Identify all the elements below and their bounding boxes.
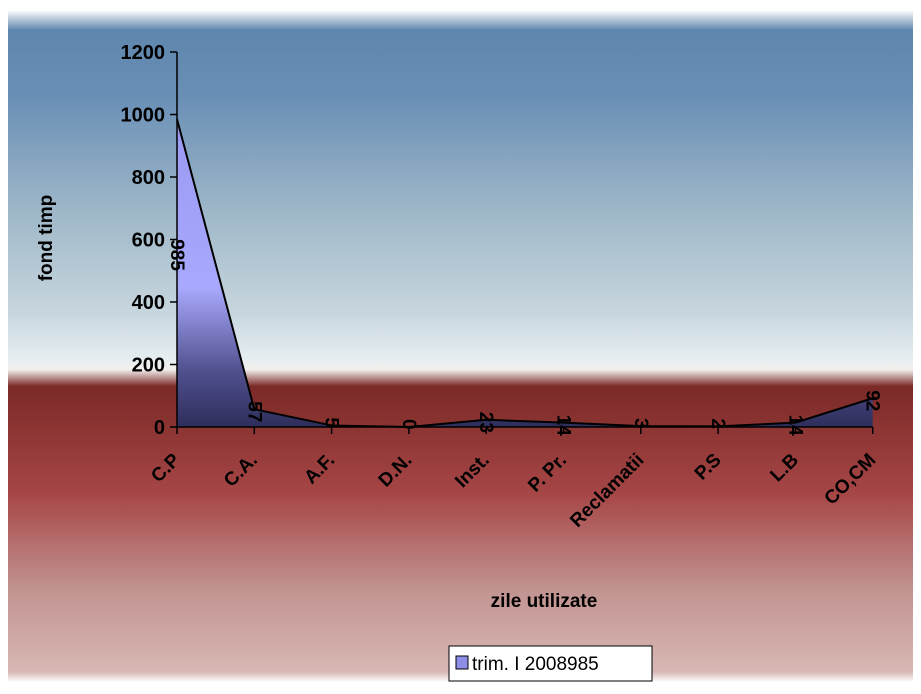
- axis-layer: 0 200 400 600 800 1000 1200: [121, 42, 874, 439]
- y-tick-label: 400: [132, 292, 165, 314]
- y-tick-label: 200: [132, 355, 165, 377]
- legend-label: trim. I 2008985: [472, 654, 599, 675]
- y-tick-label: 0: [154, 417, 165, 439]
- chart-background: [8, 10, 913, 682]
- series-line: [176, 118, 874, 429]
- y-tick-label: 600: [132, 230, 165, 252]
- y-axis-title: fond timp: [36, 195, 57, 282]
- legend: trim. I 2008985: [448, 645, 653, 682]
- data-label: 2: [707, 418, 728, 429]
- x-axis-title: zile utilizate: [491, 591, 598, 612]
- data-label: 5: [321, 417, 342, 428]
- data-label: 23: [475, 412, 496, 433]
- series-area: [177, 119, 873, 427]
- y-tick-label: 800: [132, 167, 165, 189]
- data-label: 14: [784, 415, 805, 437]
- data-label: 0: [398, 419, 419, 430]
- legend-swatch: [455, 655, 469, 670]
- y-tick-label: 1000: [121, 105, 166, 127]
- area-layer: [176, 118, 874, 429]
- legend-box: [448, 645, 653, 682]
- data-label: 3: [630, 418, 651, 429]
- data-label: 57: [243, 401, 264, 422]
- data-label: 92: [862, 390, 883, 411]
- data-label: 985: [166, 239, 187, 271]
- data-label: 14: [553, 415, 574, 437]
- y-tick-label: 1200: [121, 42, 166, 64]
